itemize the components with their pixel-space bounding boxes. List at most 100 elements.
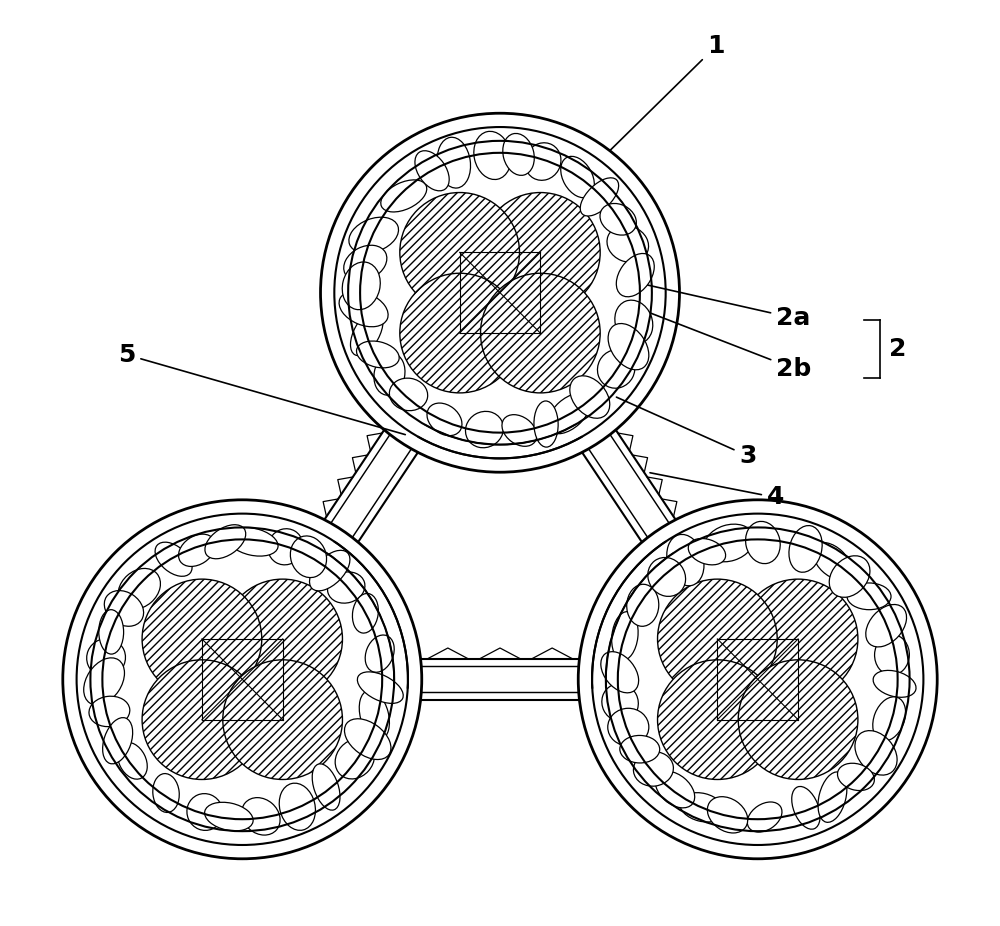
Ellipse shape: [350, 310, 383, 356]
Circle shape: [481, 193, 600, 312]
Ellipse shape: [615, 300, 653, 344]
Ellipse shape: [837, 763, 874, 791]
Ellipse shape: [608, 708, 649, 745]
Circle shape: [321, 113, 679, 472]
Circle shape: [63, 500, 422, 858]
Ellipse shape: [866, 605, 907, 647]
Circle shape: [400, 273, 519, 393]
Ellipse shape: [688, 539, 726, 565]
Ellipse shape: [205, 525, 246, 558]
Ellipse shape: [502, 415, 537, 446]
Ellipse shape: [648, 557, 686, 596]
Ellipse shape: [335, 739, 375, 779]
Ellipse shape: [608, 323, 649, 369]
Ellipse shape: [89, 696, 130, 727]
Ellipse shape: [118, 743, 147, 779]
Text: 5: 5: [118, 343, 405, 434]
Circle shape: [400, 193, 519, 312]
Circle shape: [481, 193, 600, 312]
Ellipse shape: [818, 772, 847, 822]
Ellipse shape: [570, 376, 610, 419]
Ellipse shape: [427, 403, 462, 435]
Ellipse shape: [813, 543, 851, 580]
Circle shape: [142, 579, 262, 699]
Circle shape: [738, 579, 858, 699]
Ellipse shape: [503, 133, 534, 175]
Ellipse shape: [792, 786, 820, 829]
Ellipse shape: [179, 534, 215, 567]
Ellipse shape: [534, 401, 558, 447]
Ellipse shape: [328, 572, 365, 603]
Ellipse shape: [279, 783, 315, 831]
Ellipse shape: [365, 635, 394, 672]
Ellipse shape: [99, 609, 124, 654]
Ellipse shape: [580, 178, 619, 216]
Circle shape: [738, 660, 858, 780]
Ellipse shape: [437, 137, 471, 188]
Ellipse shape: [344, 719, 391, 759]
Circle shape: [658, 579, 777, 699]
Ellipse shape: [415, 151, 449, 191]
Circle shape: [658, 660, 777, 780]
Ellipse shape: [707, 796, 748, 833]
Ellipse shape: [547, 394, 590, 433]
Ellipse shape: [359, 690, 389, 740]
Ellipse shape: [118, 569, 160, 609]
Ellipse shape: [627, 584, 659, 626]
Ellipse shape: [855, 731, 897, 775]
Circle shape: [142, 579, 262, 699]
Circle shape: [223, 579, 342, 699]
Ellipse shape: [153, 773, 179, 812]
Ellipse shape: [873, 696, 906, 741]
Ellipse shape: [310, 550, 350, 591]
Ellipse shape: [746, 521, 780, 564]
Ellipse shape: [342, 262, 380, 309]
Ellipse shape: [789, 526, 822, 572]
Text: 2: 2: [889, 337, 907, 361]
Circle shape: [142, 660, 262, 780]
Ellipse shape: [829, 556, 870, 597]
Ellipse shape: [205, 802, 253, 831]
Ellipse shape: [357, 341, 399, 368]
Ellipse shape: [155, 542, 192, 576]
Ellipse shape: [349, 218, 399, 253]
Circle shape: [658, 579, 777, 699]
Text: 2b: 2b: [636, 307, 811, 381]
Ellipse shape: [352, 594, 378, 633]
Ellipse shape: [607, 226, 649, 262]
Circle shape: [738, 579, 858, 699]
Ellipse shape: [465, 411, 503, 448]
Ellipse shape: [704, 524, 754, 562]
Ellipse shape: [667, 534, 704, 586]
Ellipse shape: [374, 354, 405, 395]
Circle shape: [481, 273, 600, 393]
Ellipse shape: [873, 670, 916, 697]
Ellipse shape: [600, 204, 636, 235]
Ellipse shape: [680, 793, 724, 822]
Text: 3: 3: [616, 397, 757, 468]
Circle shape: [481, 273, 600, 393]
Ellipse shape: [389, 378, 428, 410]
Circle shape: [223, 579, 342, 699]
Ellipse shape: [525, 143, 561, 181]
Ellipse shape: [187, 794, 223, 831]
Ellipse shape: [655, 771, 695, 807]
Text: 2a: 2a: [644, 284, 811, 330]
Ellipse shape: [104, 591, 144, 626]
Ellipse shape: [602, 683, 638, 721]
Ellipse shape: [612, 612, 638, 660]
Ellipse shape: [227, 528, 278, 557]
Ellipse shape: [847, 583, 891, 609]
Ellipse shape: [747, 802, 782, 832]
Ellipse shape: [357, 672, 403, 704]
Ellipse shape: [381, 180, 427, 212]
Ellipse shape: [312, 764, 340, 810]
Ellipse shape: [620, 735, 660, 763]
Ellipse shape: [103, 718, 133, 764]
Ellipse shape: [875, 634, 909, 675]
Circle shape: [223, 660, 342, 780]
Ellipse shape: [616, 254, 654, 296]
Ellipse shape: [601, 652, 639, 693]
Polygon shape: [403, 472, 597, 599]
Ellipse shape: [87, 639, 125, 677]
